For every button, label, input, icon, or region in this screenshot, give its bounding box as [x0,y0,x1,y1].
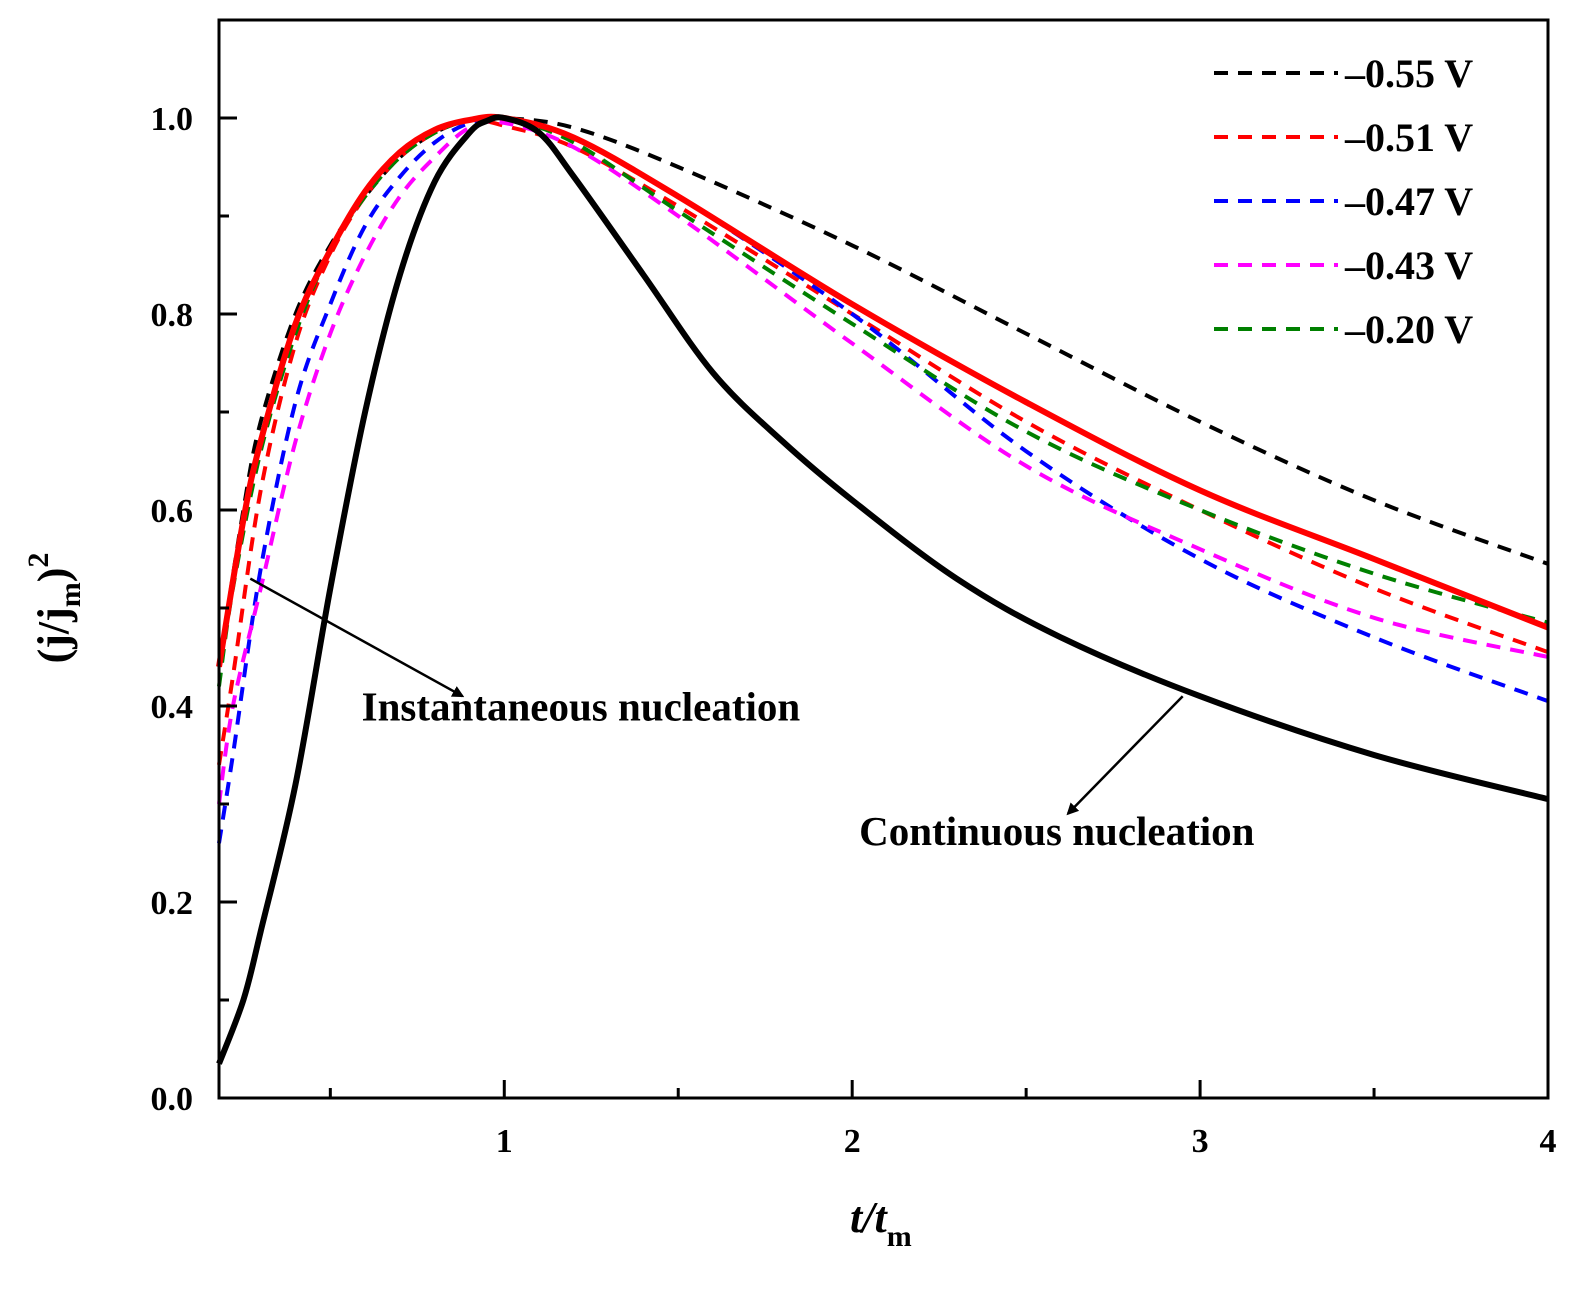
y-tick-label: 0.4 [151,689,194,726]
axis-ticks: 1 2 3 4 0.0 0.2 0.4 0.6 0.8 1.0 [151,101,1557,1160]
y-axis-title-sub: m [54,582,87,607]
y-axis-title-main: (j/j [29,607,78,663]
x-tick-label: 1 [496,1123,513,1160]
x-axis-title-main: t/t [850,1193,888,1242]
legend-label-v5: –0.20 V [1344,307,1473,352]
plot-area-border [217,18,1550,1100]
x-tick-label: 4 [1540,1123,1557,1160]
y-tick-label: 0.6 [151,493,194,530]
series-layer [216,113,1550,1065]
axis-titles: t/tm (j/jm)2 [22,553,912,1253]
axes-frame [217,18,1550,1100]
legend-label-v4: –0.43 V [1344,243,1473,288]
annotation-arrow-instantaneous-nucleation [249,577,465,698]
y-axis-title: (j/jm)2 [22,553,87,664]
y-axis-title-close: ) [29,568,78,583]
y-tick-label: 1.0 [151,101,194,138]
y-tick-label: 0.8 [151,297,194,334]
series-line-continuous-nucleation [216,114,1549,1065]
legend-label-v3: –0.47 V [1344,179,1473,224]
legend-label-v1: –0.55 V [1344,51,1473,96]
x-tick-label: 3 [1192,1123,1209,1160]
annotation-label-continuous-nucleation: Continuous nucleation [859,808,1255,854]
x-axis-title-sub: m [887,1220,912,1253]
x-tick-label: 2 [844,1123,861,1160]
legend: –0.55 V –0.51 V –0.47 V –0.43 V –0.20 V [1214,51,1473,352]
y-tick-label: 0.0 [151,1081,194,1118]
y-axis-title-sup: 2 [22,553,55,568]
y-tick-label: 0.2 [151,885,194,922]
series-line-v4 [217,119,1549,805]
x-axis-title: t/tm [850,1193,912,1253]
annotations: Instantaneous nucleation Continuous nucle… [249,577,1255,854]
series-line-v1 [217,115,1549,668]
legend-label-v2: –0.51 V [1344,115,1473,160]
annotation-arrow-continuous-nucleation [1066,695,1184,816]
annotation-label-instantaneous-nucleation: Instantaneous nucleation [362,684,801,730]
